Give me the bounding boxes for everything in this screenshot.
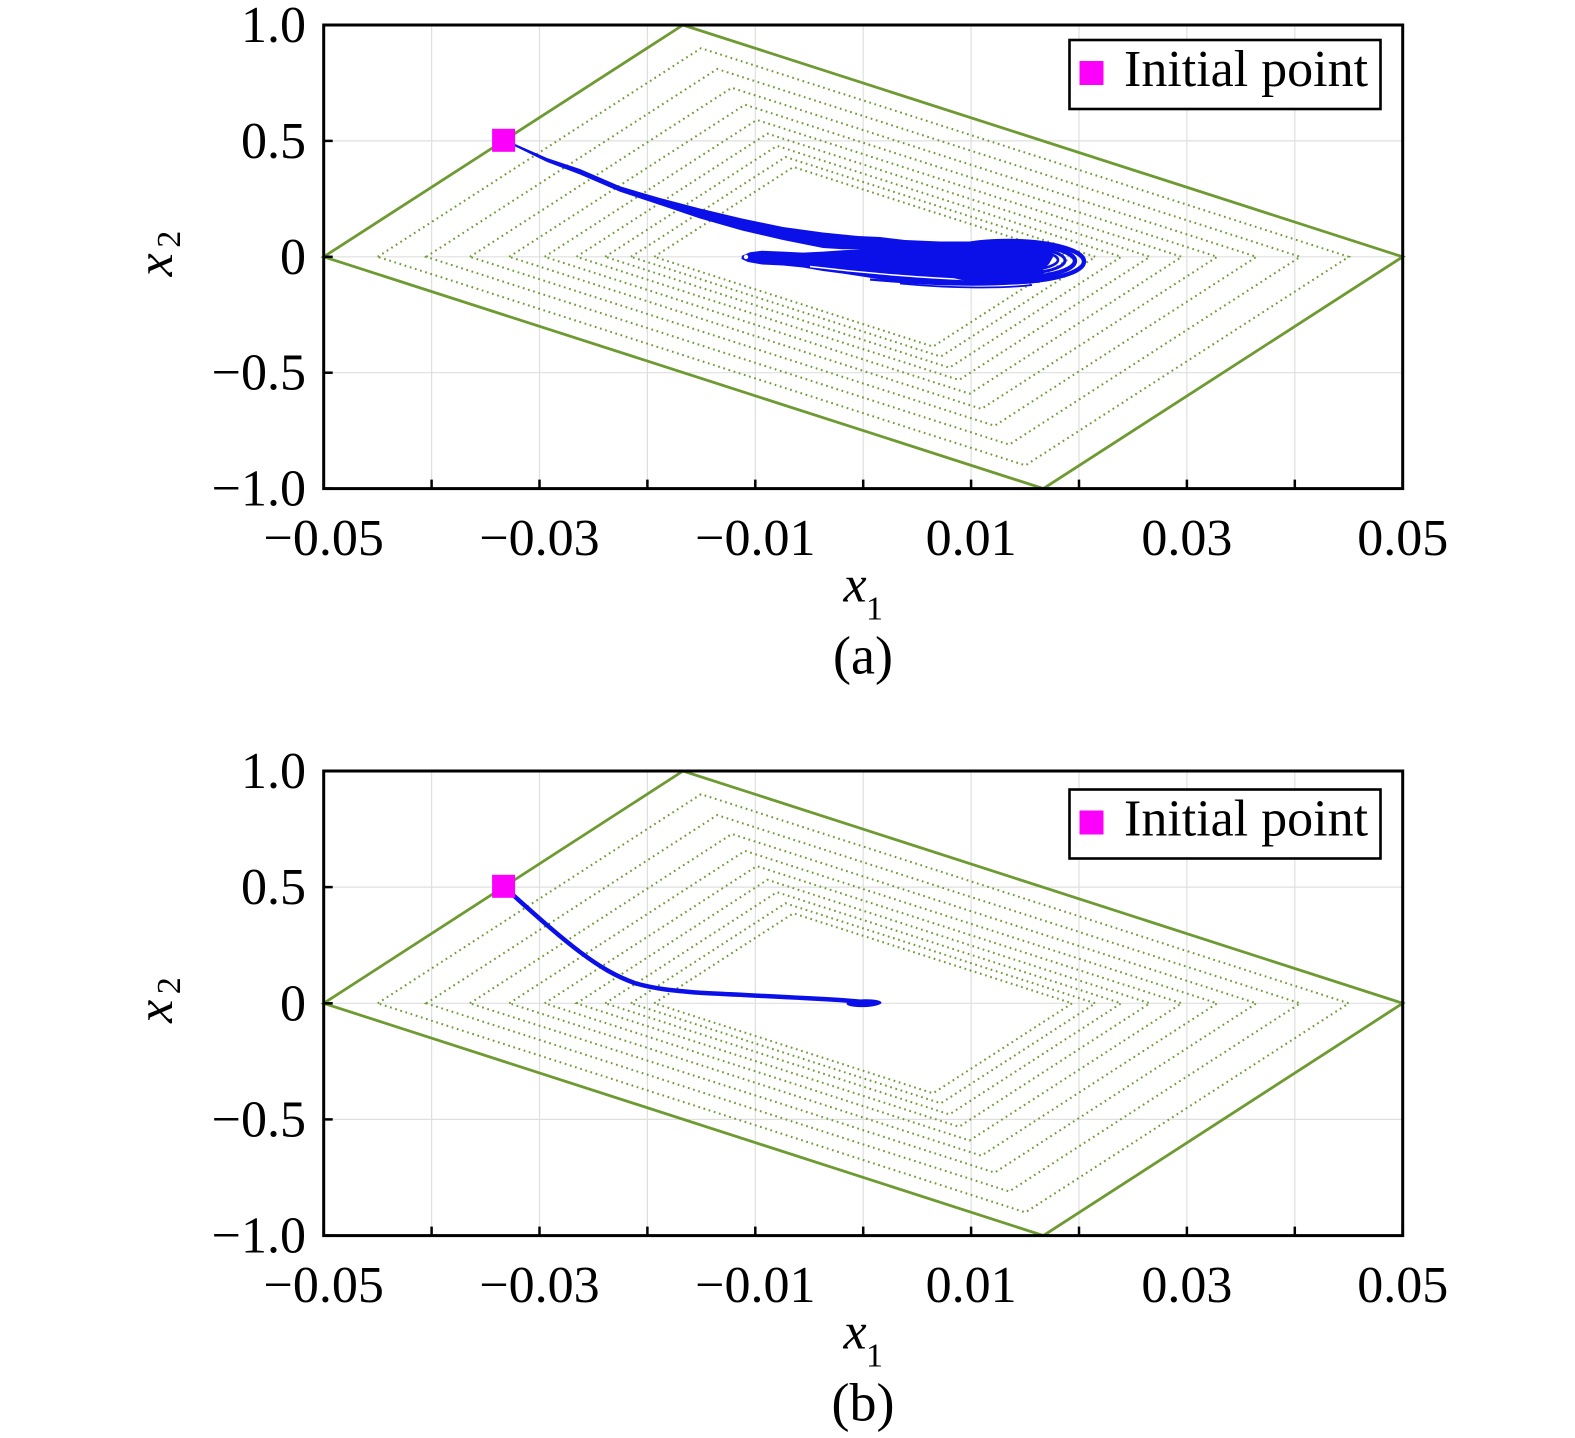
svg-text:0.5: 0.5 bbox=[241, 113, 306, 170]
svg-text:−0.05: −0.05 bbox=[264, 510, 384, 567]
svg-text:0.03: 0.03 bbox=[1141, 1257, 1232, 1314]
svg-text:−1.0: −1.0 bbox=[212, 461, 306, 518]
svg-text:2: 2 bbox=[151, 977, 188, 994]
svg-text:−0.05: −0.05 bbox=[264, 1257, 384, 1314]
svg-text:0.05: 0.05 bbox=[1357, 1257, 1448, 1314]
svg-text:−0.01: −0.01 bbox=[695, 510, 815, 567]
svg-text:0.5: 0.5 bbox=[241, 859, 306, 916]
svg-text:x: x bbox=[842, 557, 866, 614]
svg-text:(b): (b) bbox=[832, 1373, 895, 1433]
svg-text:1.0: 1.0 bbox=[241, 743, 306, 800]
svg-text:−0.03: −0.03 bbox=[479, 1257, 599, 1314]
svg-text:0: 0 bbox=[280, 975, 306, 1032]
svg-text:1.0: 1.0 bbox=[241, 0, 306, 54]
svg-text:−0.5: −0.5 bbox=[212, 345, 306, 402]
svg-text:0.05: 0.05 bbox=[1357, 510, 1448, 567]
svg-text:−1.0: −1.0 bbox=[212, 1208, 306, 1265]
svg-text:0.01: 0.01 bbox=[926, 1257, 1017, 1314]
svg-text:0.01: 0.01 bbox=[926, 510, 1017, 567]
svg-text:x: x bbox=[127, 1000, 184, 1024]
svg-text:−0.5: −0.5 bbox=[212, 1091, 306, 1148]
svg-text:2: 2 bbox=[151, 231, 188, 248]
svg-text:1: 1 bbox=[866, 1338, 883, 1375]
svg-text:(a): (a) bbox=[833, 626, 893, 686]
svg-text:x: x bbox=[127, 253, 184, 277]
svg-text:−0.03: −0.03 bbox=[479, 510, 599, 567]
svg-text:Initial point: Initial point bbox=[1124, 791, 1369, 848]
svg-text:1: 1 bbox=[866, 591, 883, 628]
svg-text:−0.01: −0.01 bbox=[695, 1257, 815, 1314]
svg-text:x: x bbox=[842, 1304, 866, 1361]
svg-text:0: 0 bbox=[280, 229, 306, 286]
svg-text:0.03: 0.03 bbox=[1141, 510, 1232, 567]
svg-text:Initial point: Initial point bbox=[1124, 41, 1369, 98]
